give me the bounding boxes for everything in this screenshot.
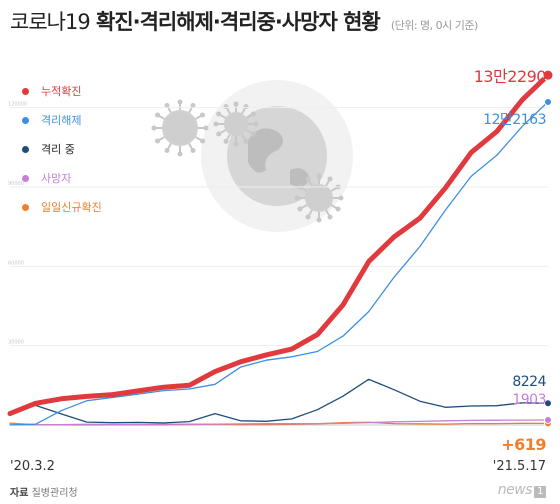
series-line-1 (9, 101, 549, 426)
y-tick-label: 90000 (8, 181, 24, 187)
globe-land (248, 128, 310, 187)
virus-icon-right (294, 173, 344, 223)
source-label: 자료 (10, 488, 29, 499)
legend-dot (22, 116, 29, 124)
end-label-4: +619 (501, 435, 546, 454)
legend-label: 사망자 (41, 172, 72, 185)
legend-label: 격리해제 (41, 114, 82, 127)
source-note: 자료 질병관리청 (10, 484, 78, 499)
series-line-0 (7, 72, 551, 417)
end-labels: 13만2290 12만2163 8224 1903 +619 (474, 67, 547, 454)
virus-icon-left (151, 99, 209, 157)
page-title: 코로나19 확진·격리해제·격리중·사망자 현황 (10, 10, 381, 34)
series-end-point-2 (544, 399, 552, 408)
legend-item: 일일신규확진 (22, 200, 102, 214)
virus-globe-illustration (151, 80, 353, 232)
legend-label: 격리 중 (41, 143, 75, 156)
series-end-point-0 (542, 69, 554, 81)
y-tick-label: 30000 (8, 340, 24, 346)
y-tick-label: 120000 (8, 102, 27, 108)
end-label-3: 1903 (512, 392, 546, 408)
logo-suffix: 1 (534, 486, 546, 498)
series-end-point-3 (544, 415, 552, 424)
end-label-2: 8224 (512, 374, 546, 390)
title-main: 확진·격리해제·격리중·사망자 현황 (96, 10, 381, 34)
series-end-point-1 (544, 97, 552, 106)
legend-dot (22, 87, 29, 95)
title-row: 코로나19 확진·격리해제·격리중·사망자 현황 (단위: 명, 0시 기준) (10, 6, 478, 36)
logo-name: news (497, 482, 533, 498)
x-start-label: '20.3.2 (10, 459, 55, 474)
series-line-2 (9, 378, 549, 424)
legend-item: 격리 중 (22, 142, 102, 156)
legend-dot (22, 203, 29, 211)
news1-logo: news 1 (498, 482, 546, 498)
source-text: 질병관리청 (31, 488, 78, 499)
legend-label: 누적확진 (41, 85, 82, 98)
legend-dot (22, 174, 29, 182)
title-prefix: 코로나19 (10, 10, 91, 34)
legend-item: 누적확진 (22, 84, 102, 98)
end-label-0: 13만2290 (474, 67, 547, 86)
legend-dot (22, 145, 29, 153)
legend-label: 일일신규확진 (41, 201, 102, 214)
x-end-label: '21.5.17 (493, 459, 546, 474)
series-line-3 (9, 419, 549, 426)
end-label-1: 12만2163 (483, 112, 546, 128)
series-line-4 (9, 421, 549, 426)
legend-item: 사망자 (22, 171, 102, 185)
series-lines (7, 69, 554, 428)
legend-item: 격리해제 (22, 113, 102, 127)
unit-note: (단위: 명, 0시 기준) (390, 19, 479, 32)
x-axis: '20.3.2 '21.5.17 (10, 459, 546, 474)
y-tick-label: 60000 (8, 260, 24, 266)
